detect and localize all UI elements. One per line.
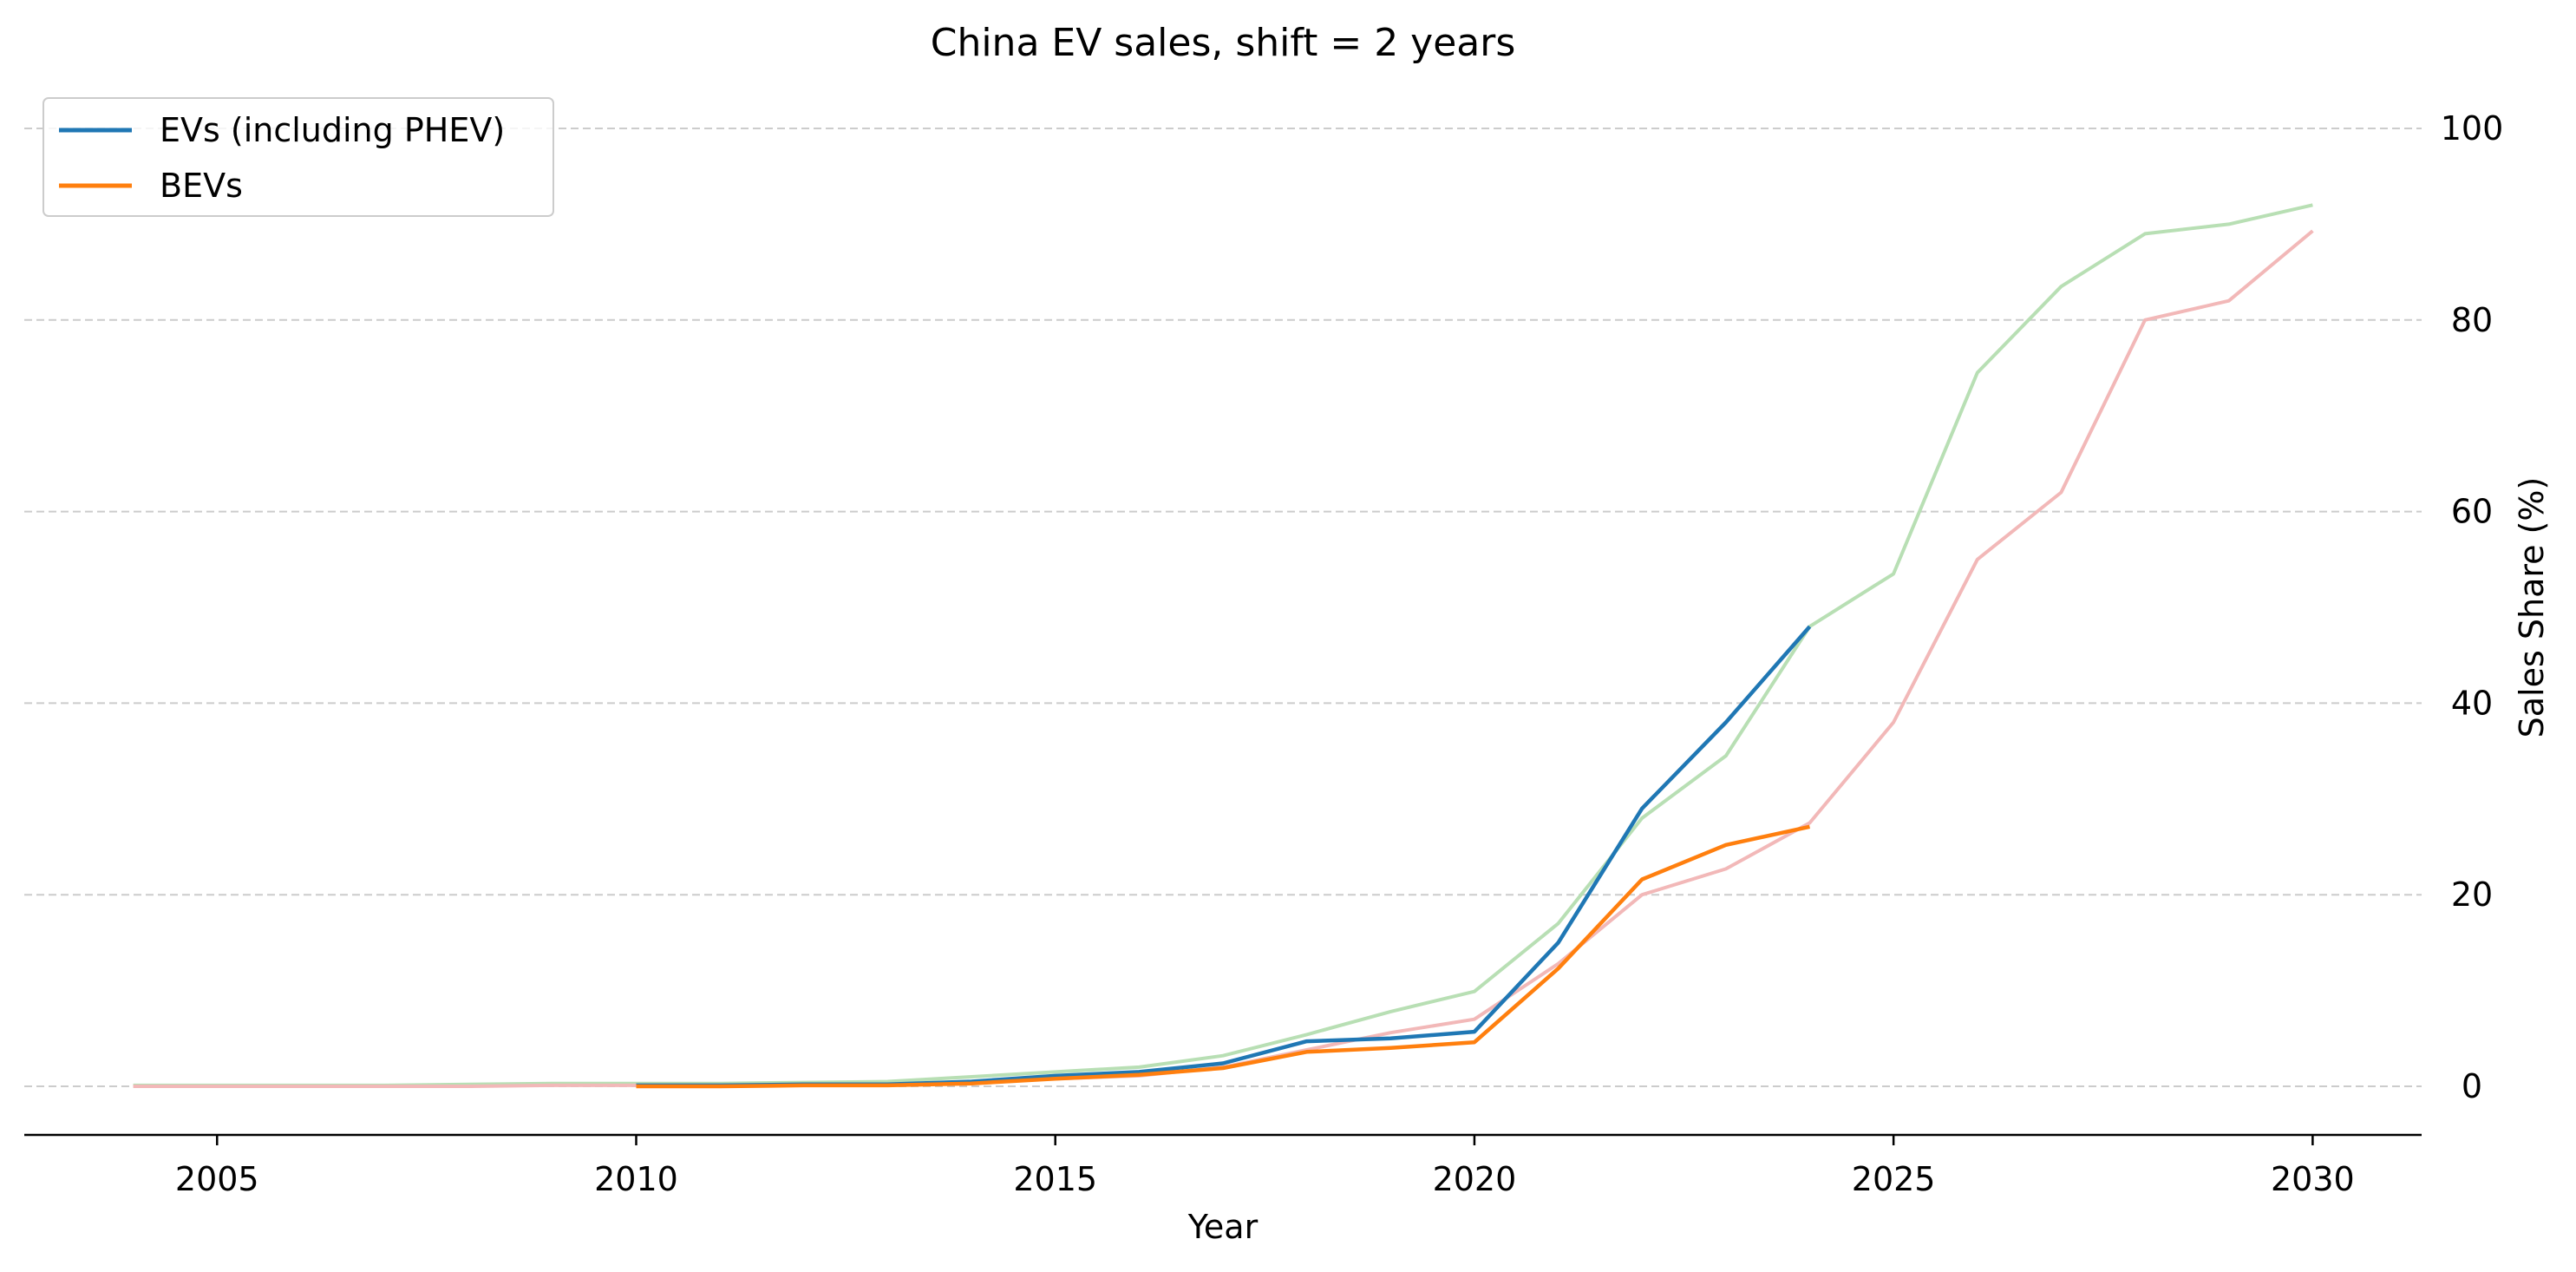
y-tick-label: 20: [2451, 875, 2493, 914]
tick-labels: 0 20 40 60 80 100 2005 2010 2015 2020 2025 2030: [175, 109, 2503, 1198]
gridlines: [24, 128, 2422, 1087]
x-tick-label: 2010: [594, 1160, 678, 1198]
series-line-bevs: [636, 824, 1810, 1089]
y-tick-label: 80: [2451, 301, 2493, 339]
x-tick-label: 2020: [1433, 1160, 1517, 1198]
legend: EVs (including PHEV) BEVs: [42, 97, 554, 217]
series-line-projection-3: [133, 229, 2314, 1088]
legend-label: EVs (including PHEV): [160, 111, 505, 149]
legend-box: [42, 97, 554, 217]
legend-label: BEVs: [160, 167, 243, 205]
x-tick-label: 2005: [175, 1160, 259, 1198]
y-axis-label: Sales Share (%): [2513, 477, 2551, 738]
chart-title: China EV sales, shift = 2 years: [931, 21, 1516, 65]
series-lines: [133, 203, 2314, 1089]
series-line-evs-including-phev: [636, 625, 1812, 1088]
y-tick-label: 100: [2441, 109, 2504, 148]
y-tick-label: 60: [2451, 493, 2493, 531]
x-tick-label: 2030: [2271, 1160, 2355, 1198]
y-tick-label: 40: [2451, 684, 2493, 722]
x-axis-label: Year: [1187, 1208, 1259, 1246]
x-tick-label: 2025: [1852, 1160, 1936, 1198]
y-tick-label: 0: [2462, 1067, 2482, 1105]
x-tick-label: 2015: [1013, 1160, 1097, 1198]
series-line-projection-2: [133, 203, 2313, 1087]
